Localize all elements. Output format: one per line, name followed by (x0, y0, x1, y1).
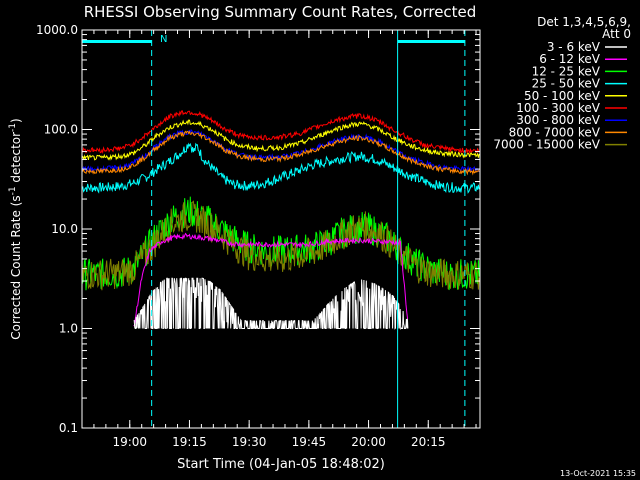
y-axis-label-suffix: ) (9, 118, 23, 123)
x-tick-label: 20:00 (351, 435, 386, 449)
series-lines (81, 110, 480, 331)
series-line-5 (81, 110, 480, 155)
x-tick-label: 19:45 (292, 435, 327, 449)
y-tick-label: 0.1 (59, 421, 78, 435)
y-axis-label-prefix: Corrected Count Rate (s (9, 195, 23, 339)
legend-label: 7000 - 15000 keV (493, 138, 600, 152)
series-line-3 (81, 142, 480, 194)
legend-header-detectors: Det 1,3,4,5,6,9, (537, 15, 631, 29)
x-tick-label: 19:00 (112, 435, 147, 449)
y-axis-label-exp1: -1 (8, 186, 18, 195)
series-line-2 (81, 196, 480, 291)
legend-label: 100 - 300 keV (516, 101, 600, 115)
legend-label: 50 - 100 keV (524, 89, 601, 103)
night-bar (397, 40, 465, 43)
chart-title: RHESSI Observing Summary Count Rates, Co… (84, 3, 477, 21)
y-axis-label: Corrected Count Rate (s-1 detector-1) (8, 118, 23, 339)
x-tick-label: 20:15 (411, 435, 446, 449)
y-tick-label: 1000.0 (36, 23, 78, 37)
series-line-7 (81, 130, 480, 176)
x-tick-label: 19:30 (232, 435, 267, 449)
legend-label: 800 - 7000 keV (509, 125, 601, 139)
y-axis-label-mid: detector (9, 132, 23, 187)
footer-timestamp: 13-Oct-2021 15:35 (560, 469, 636, 478)
legend-header-attenuator: Att 0 (602, 27, 631, 41)
legend-label: 300 - 800 keV (516, 113, 600, 127)
series-line-8 (81, 200, 480, 291)
y-tick-label: 1.0 (59, 322, 78, 336)
x-axis-label: Start Time (04-Jan-05 18:48:02) (177, 457, 385, 472)
y-tick-label: 100.0 (44, 123, 78, 137)
series-line-4 (81, 119, 480, 161)
x-axis-ticks: 19:00 19:15 19:30 19:45 20:00 20:15 (93, 30, 477, 449)
legend-label: 25 - 50 keV (532, 77, 601, 91)
night-bar (82, 40, 152, 43)
legend-label: 3 - 6 keV (547, 40, 601, 54)
y-axis-ticks: 0.1 1.0 10.0 100.0 1000.0 (36, 23, 480, 435)
x-tick-label: 19:15 (172, 435, 207, 449)
legend-label: 6 - 12 keV (539, 52, 601, 66)
series-line-1 (133, 232, 409, 327)
y-axis-label-exp2: -1 (8, 123, 18, 132)
legend-label: 12 - 25 keV (532, 64, 601, 78)
night-annotation: N (160, 34, 167, 45)
series-line-0 (133, 277, 409, 331)
y-tick-label: 10.0 (51, 222, 78, 236)
